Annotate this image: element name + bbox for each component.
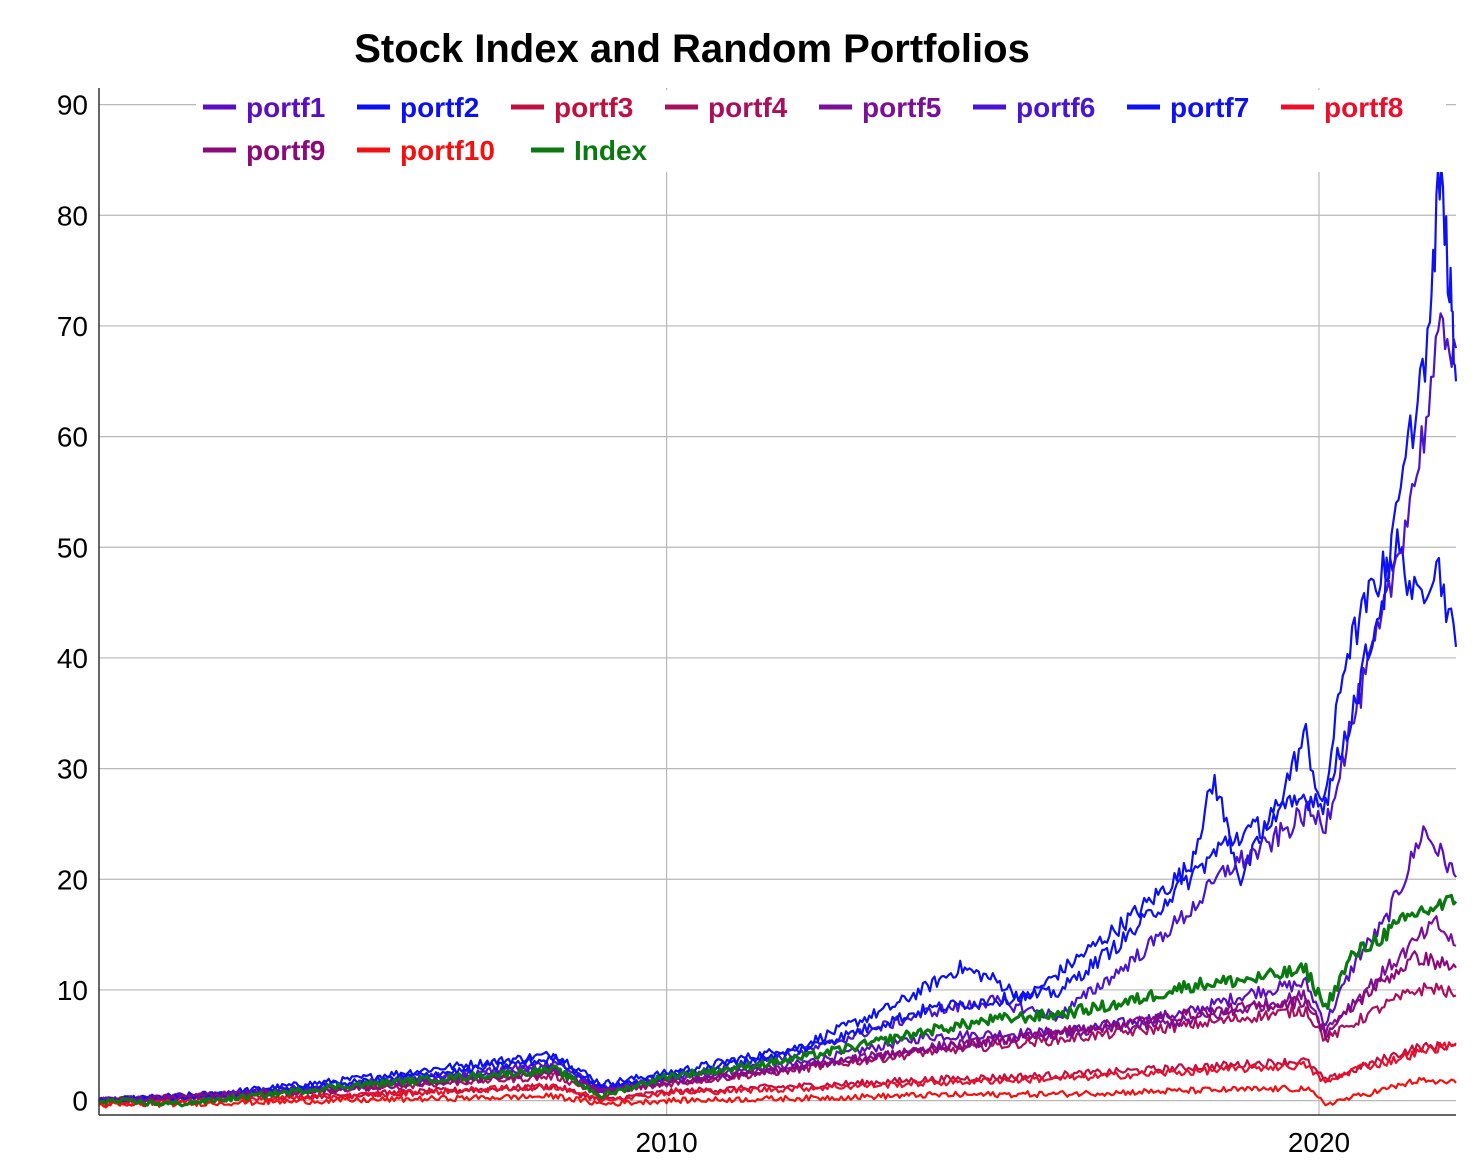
y-tick-label: 10 [57, 975, 88, 1006]
legend-item-portf1: portf1 [203, 92, 325, 123]
legend-item-portf9: portf9 [203, 135, 325, 166]
plot-background [99, 88, 1456, 1115]
legend-label: portf6 [1016, 92, 1095, 123]
legend: portf1 portf2 portf3 portf4 portf5 portf6 port… [203, 92, 1403, 166]
legend-label: portf8 [1324, 92, 1403, 123]
legend-label: portf10 [400, 135, 495, 166]
legend-label: Index [574, 135, 648, 166]
series-line-portf10 [98, 1076, 1457, 1109]
legend-item-portf2: portf2 [357, 92, 479, 123]
y-tick-label: 80 [57, 200, 88, 231]
y-tick-label: 0 [72, 1086, 88, 1117]
legend-label: portf2 [400, 92, 479, 123]
legend-item-portf8: portf8 [1281, 92, 1403, 123]
y-tick-label: 70 [57, 311, 88, 342]
legend-label: portf3 [554, 92, 633, 123]
y-tick-label: 60 [57, 422, 88, 453]
y-tick-label: 20 [57, 864, 88, 895]
legend-item-portf7: portf7 [1127, 92, 1249, 123]
y-tick-labels: 0 10 20 30 40 50 60 70 80 90 [57, 90, 88, 1117]
legend-item-index: Index [531, 135, 648, 166]
legend-item-portf10: portf10 [357, 135, 495, 166]
y-tick-label: 40 [57, 643, 88, 674]
y-tick-label: 30 [57, 754, 88, 785]
x-tick-label: 2020 [1288, 1127, 1350, 1158]
legend-label: portf1 [246, 92, 325, 123]
series-group [98, 166, 1458, 1109]
y-tick-label: 90 [57, 90, 88, 121]
chart-title: Stock Index and Random Portfolios [354, 27, 1030, 71]
legend-item-portf5: portf5 [819, 92, 941, 123]
legend-item-portf3: portf3 [511, 92, 633, 123]
legend-item-portf4: portf4 [665, 92, 788, 123]
legend-label: portf5 [862, 92, 941, 123]
y-tick-label: 50 [57, 532, 88, 563]
legend-label: portf9 [246, 135, 325, 166]
x-tick-labels: 2010 2020 [635, 1127, 1350, 1158]
legend-label: portf4 [708, 92, 788, 123]
x-tick-label: 2010 [635, 1127, 697, 1158]
series-line-portf9 [98, 950, 1457, 1105]
legend-background [196, 90, 1446, 172]
series-line-index [98, 893, 1458, 1108]
legend-label: portf7 [1170, 92, 1249, 123]
legend-item-portf6: portf6 [973, 92, 1095, 123]
